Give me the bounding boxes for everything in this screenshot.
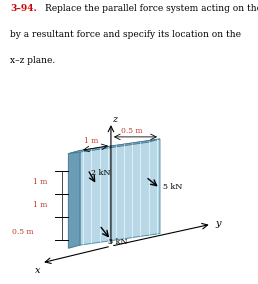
Text: 1 m: 1 m [33, 201, 48, 209]
Text: 0.5 m: 0.5 m [121, 127, 142, 135]
Text: z: z [112, 114, 117, 124]
Text: 3 kN: 3 kN [108, 238, 127, 246]
Text: 1 m: 1 m [84, 137, 98, 145]
Text: 3–94.: 3–94. [10, 4, 37, 13]
Text: 2 kN: 2 kN [91, 169, 110, 177]
Text: 5 kN: 5 kN [163, 183, 182, 191]
Text: x: x [35, 266, 41, 275]
Polygon shape [80, 139, 160, 245]
Text: 1 m: 1 m [33, 178, 48, 186]
Polygon shape [68, 151, 80, 248]
Text: Replace the parallel force system acting on the plate: Replace the parallel force system acting… [45, 4, 258, 13]
Text: x–z plane.: x–z plane. [10, 56, 55, 65]
Text: y: y [215, 219, 221, 227]
Text: by a resultant force and specify its location on the: by a resultant force and specify its loc… [10, 30, 241, 39]
Text: 0.5 m: 0.5 m [12, 228, 34, 236]
Polygon shape [68, 139, 160, 154]
